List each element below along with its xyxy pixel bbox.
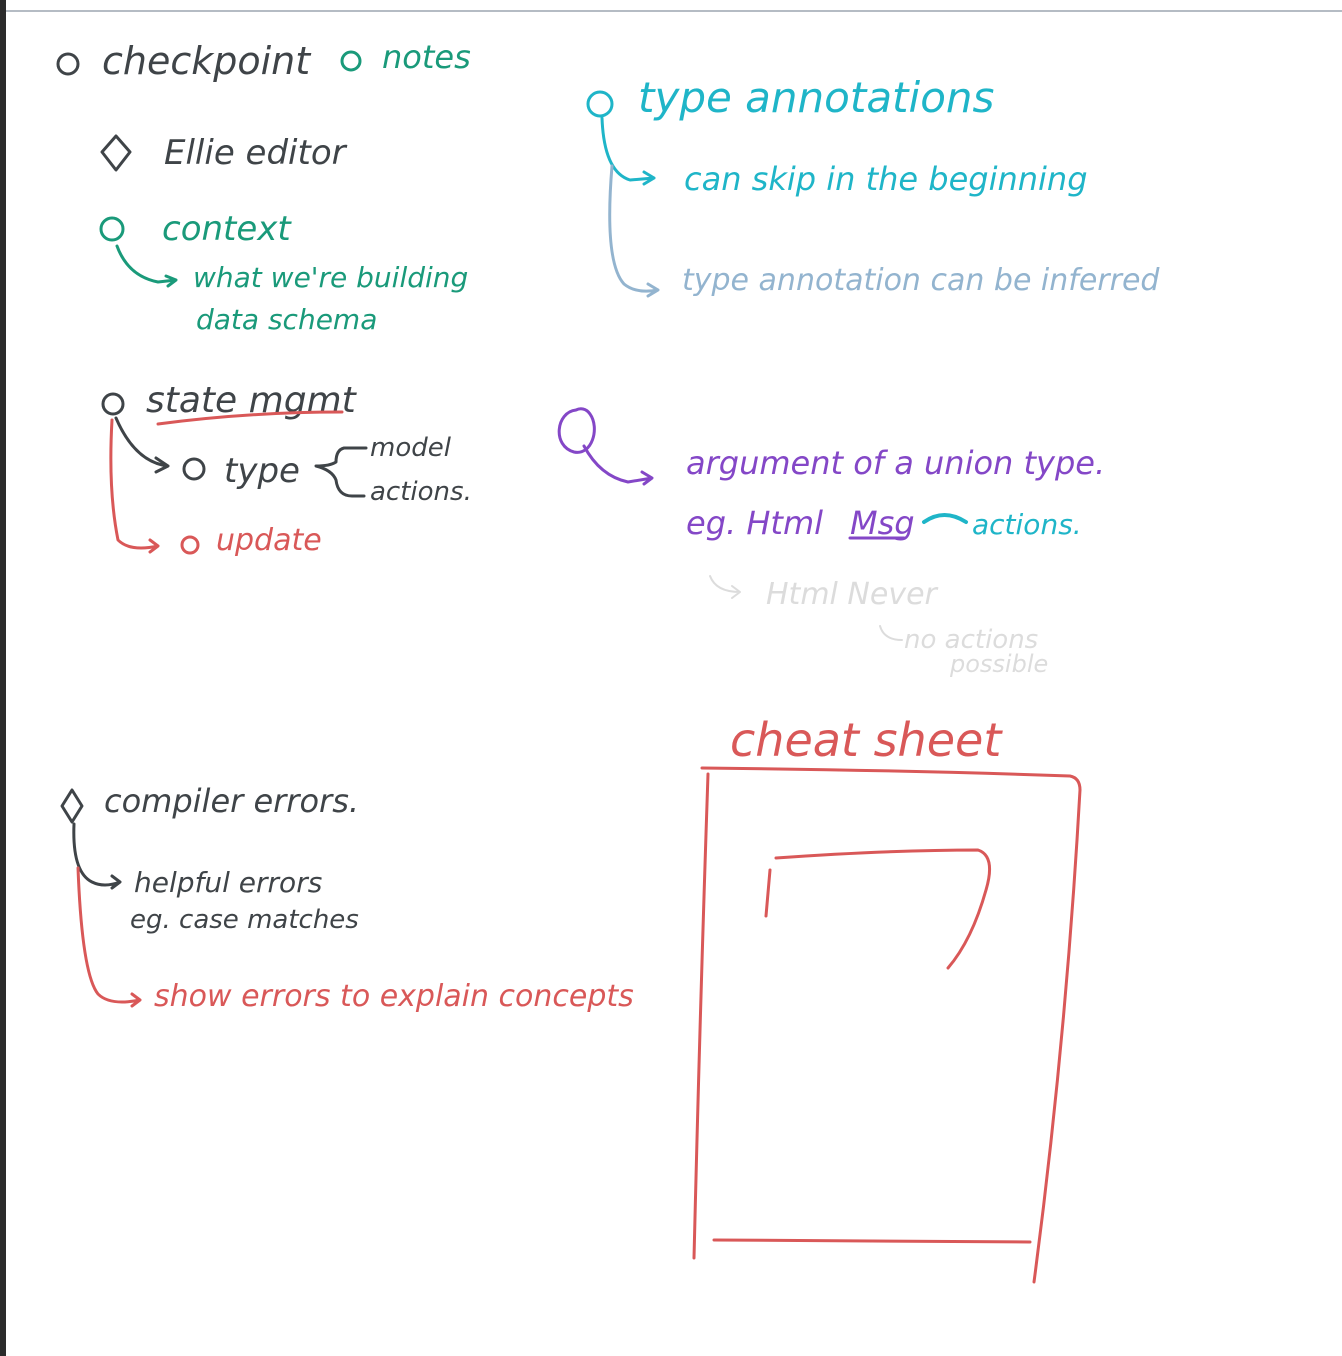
show-errors-text: show errors to explain concepts [154,979,634,1014]
ellie-diamond-icon [100,134,132,172]
union-q-bullet-icon [557,407,654,486]
update-text: update [216,523,322,558]
state-bullet-icon [101,392,125,416]
helpful-errors-arrow [72,822,122,890]
eg-html-text: eg. Html [686,504,823,542]
state-underline [156,410,344,426]
type-brace [314,446,368,498]
data-schema-text: data schema [196,303,377,336]
can-skip-arrow [600,116,656,186]
actions-text: actions. [370,477,472,507]
top-divider [6,10,1342,12]
context-arrow [115,244,178,288]
checkpoint-text: checkpoint [102,39,312,83]
context-text: context [162,209,292,249]
show-errors-arrow [76,866,142,1008]
checkpoint-bullet-icon [56,52,80,76]
msg-text: Msg [850,504,915,542]
can-skip-text: can skip in the beginning [684,160,1088,198]
type-text: type [224,451,300,491]
html-never-text: Html Never [766,577,939,612]
type-bullet-icon [182,457,206,481]
no-actions-arrow [879,625,903,641]
state-to-update-line [109,418,160,554]
cheat-sheet-tick [764,868,772,918]
actions-2-text: actions. [972,508,1082,541]
type-inferred-text: type annotation can be inferred [682,263,1160,298]
type-annotations-text: type annotations [638,73,994,122]
context-bullet-icon [99,216,125,242]
ellie-editor-text: Ellie editor [164,133,348,173]
model-text: model [370,433,452,463]
state-to-type-arrow [114,416,170,474]
update-bullet-icon [180,535,200,555]
left-edge-bar [0,0,6,1356]
helpful-errors-text: helpful errors [134,866,322,899]
eg-case-matches-text: eg. case matches [130,905,359,935]
notes-bullet-icon [340,50,362,72]
argument-union-text: argument of a union type. [686,444,1105,482]
html-never-arrow [709,575,741,599]
compiler-errors-text: compiler errors. [104,782,359,820]
type-annotations-bullet-icon [586,90,614,118]
cheat-sheet-box [692,766,1082,1284]
inferred-arrow [608,164,660,298]
msg-to-actions-connector [922,513,968,524]
cheat-sheet-inner-stroke [774,848,992,970]
possible-text: possible [949,650,1048,678]
no-actions-text: no actions [904,625,1038,655]
cheat-sheet-title: cheat sheet [730,713,1003,767]
compiler-diamond-icon [60,788,84,824]
what-building-text: what we're building [193,261,468,294]
notes-label-text: notes [382,38,471,76]
